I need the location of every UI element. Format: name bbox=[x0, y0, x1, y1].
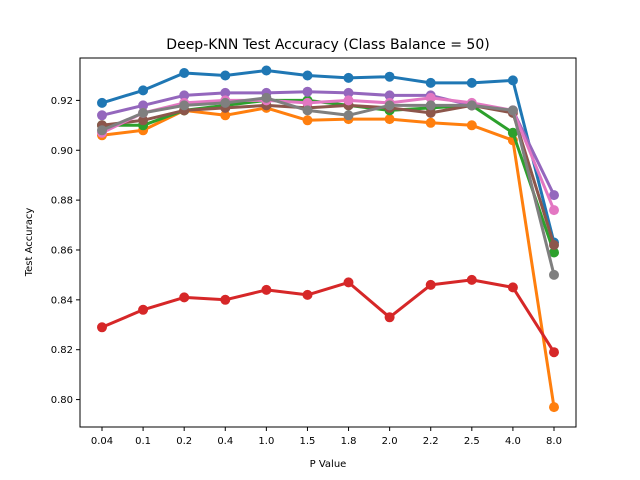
data-point bbox=[179, 292, 190, 303]
data-point bbox=[507, 127, 518, 138]
data-point bbox=[466, 274, 477, 285]
data-point bbox=[425, 92, 436, 103]
series-line bbox=[101, 96, 556, 211]
x-axis: 0.04 0.1 0.2 0.4 1.0 1.5 1.8 2.0 2.2 2.5 4.0 8.0 bbox=[91, 427, 562, 447]
x-axis-title: P Value bbox=[310, 459, 347, 470]
series-2 bbox=[97, 102, 559, 413]
data-point bbox=[343, 87, 354, 98]
data-point bbox=[302, 105, 313, 116]
data-point bbox=[384, 100, 395, 111]
x-tick-label: 0.4 bbox=[217, 436, 233, 447]
data-point bbox=[220, 294, 231, 305]
plot-frame bbox=[79, 57, 577, 428]
data-point bbox=[179, 68, 190, 78]
data-point bbox=[549, 240, 559, 250]
data-point bbox=[302, 70, 313, 81]
data-point bbox=[97, 110, 107, 121]
series-1 bbox=[97, 65, 559, 248]
y-axis: 0.80 0.82 0.84 0.86 0.88 0.90 0.92 bbox=[51, 96, 80, 406]
chart-title: Deep-KNN Test Accuracy (Class Balance = … bbox=[166, 37, 489, 53]
data-point bbox=[384, 90, 395, 101]
x-tick-label: 0.2 bbox=[176, 436, 192, 447]
data-point bbox=[343, 110, 354, 121]
data-point bbox=[97, 322, 107, 333]
data-point bbox=[549, 347, 559, 358]
y-tick-label: 0.92 bbox=[51, 96, 73, 107]
data-point bbox=[549, 269, 559, 280]
y-tick-label: 0.80 bbox=[51, 395, 73, 406]
series-6 bbox=[97, 100, 559, 250]
x-tick-label: 1.8 bbox=[341, 436, 357, 447]
data-point bbox=[138, 100, 149, 111]
series-line bbox=[102, 98, 556, 253]
data-point bbox=[220, 110, 231, 121]
x-tick-label: 0.1 bbox=[135, 436, 151, 447]
series-8 bbox=[97, 92, 559, 280]
x-tick-label: 2.5 bbox=[464, 436, 480, 447]
x-tick-label: 1.0 bbox=[258, 436, 274, 447]
data-point bbox=[302, 86, 313, 97]
data-point bbox=[549, 205, 559, 216]
x-tick-label: 2.0 bbox=[382, 436, 398, 447]
x-tick-label: 1.5 bbox=[300, 436, 316, 447]
data-point bbox=[97, 97, 107, 108]
data-point bbox=[220, 87, 231, 98]
data-point bbox=[343, 277, 354, 288]
data-point bbox=[302, 97, 313, 108]
y-tick-label: 0.84 bbox=[51, 295, 73, 306]
data-point bbox=[384, 114, 395, 125]
series-layer bbox=[97, 65, 559, 413]
data-point bbox=[425, 117, 436, 128]
data-point bbox=[425, 100, 436, 111]
data-point bbox=[261, 284, 272, 295]
x-tick-label: 4.0 bbox=[505, 436, 521, 447]
data-point bbox=[97, 125, 107, 136]
data-point bbox=[549, 190, 559, 201]
data-point bbox=[466, 100, 477, 111]
data-point bbox=[261, 65, 272, 76]
data-point bbox=[466, 120, 477, 131]
data-point bbox=[302, 289, 313, 300]
data-point bbox=[138, 304, 149, 315]
data-point bbox=[425, 107, 436, 118]
series-line bbox=[101, 278, 556, 354]
data-point bbox=[507, 75, 518, 86]
series-4 bbox=[97, 274, 559, 358]
series-line bbox=[101, 96, 556, 276]
x-tick-label: 0.04 bbox=[91, 436, 113, 447]
y-tick-label: 0.88 bbox=[51, 196, 73, 207]
data-point bbox=[220, 70, 231, 81]
data-point bbox=[343, 95, 354, 106]
x-tick-label: 2.2 bbox=[423, 436, 439, 447]
data-point bbox=[261, 92, 272, 103]
y-tick-label: 0.86 bbox=[51, 245, 73, 256]
data-point bbox=[302, 115, 313, 126]
data-point bbox=[466, 77, 477, 88]
data-point bbox=[507, 105, 518, 116]
data-point bbox=[425, 77, 436, 88]
data-point bbox=[425, 279, 436, 290]
y-axis-title: Test Accuracy bbox=[24, 208, 35, 278]
series-line bbox=[101, 69, 556, 243]
data-point bbox=[179, 100, 190, 111]
data-point bbox=[507, 282, 518, 293]
series-7 bbox=[97, 92, 559, 216]
data-point bbox=[179, 90, 190, 101]
data-point bbox=[384, 71, 395, 82]
data-point bbox=[549, 247, 559, 258]
y-tick-label: 0.82 bbox=[51, 345, 73, 356]
data-point bbox=[138, 85, 149, 96]
data-point bbox=[549, 402, 559, 413]
data-point bbox=[138, 107, 149, 118]
y-tick-label: 0.90 bbox=[51, 146, 73, 157]
data-point bbox=[138, 115, 149, 126]
data-point bbox=[220, 97, 231, 108]
data-point bbox=[343, 72, 354, 83]
series-line bbox=[101, 103, 556, 246]
data-point bbox=[384, 312, 395, 323]
series-line bbox=[101, 106, 556, 408]
x-tick-label: 8.0 bbox=[546, 436, 562, 447]
